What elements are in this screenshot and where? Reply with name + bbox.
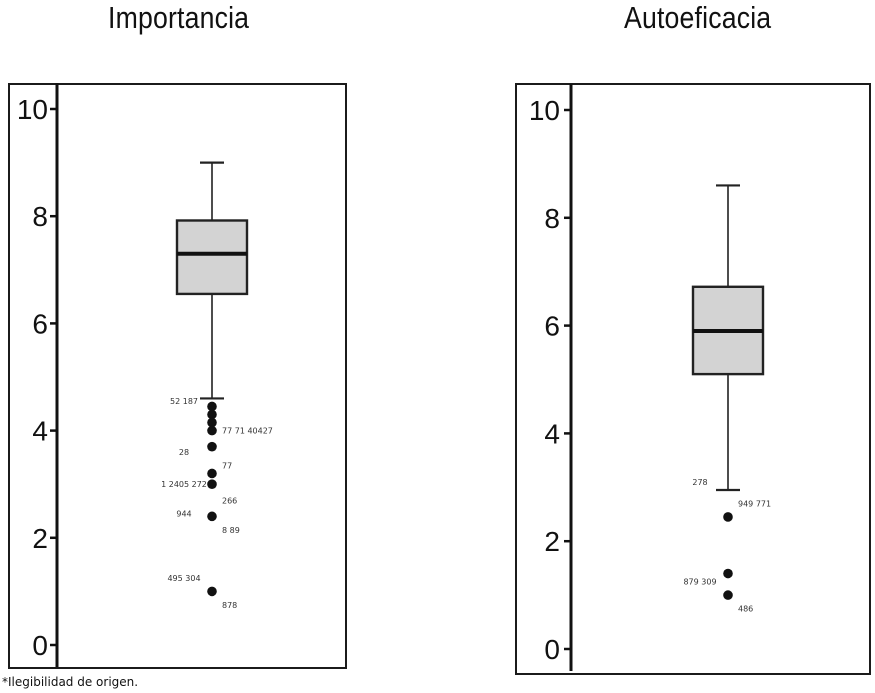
outlier-label-importancia: 495 304 bbox=[167, 574, 200, 583]
outlier-point-importancia bbox=[207, 586, 217, 597]
footnote: *Ilegibilidad de origen. bbox=[2, 675, 139, 689]
outlier-label-importancia: 944 bbox=[176, 510, 191, 519]
outlier-label-autoeficacia: 486 bbox=[738, 605, 753, 614]
y-tick-label-importancia: 10 bbox=[17, 94, 48, 125]
y-tick-label-autoeficacia: 6 bbox=[544, 311, 560, 342]
y-tick-label-autoeficacia: 10 bbox=[529, 95, 560, 126]
outlier-point-importancia bbox=[207, 401, 217, 412]
outlier-point-importancia bbox=[207, 468, 217, 479]
y-tick-label-autoeficacia: 0 bbox=[544, 634, 560, 665]
y-tick-label-importancia: 4 bbox=[32, 416, 48, 447]
chart-title-autoeficacia: Autoeficacia bbox=[624, 0, 772, 35]
y-tick-label-importancia: 8 bbox=[32, 201, 48, 232]
y-tick-label-importancia: 0 bbox=[32, 630, 48, 661]
outlier-label-importancia: 8 89 bbox=[222, 526, 240, 535]
outlier-point-importancia bbox=[207, 425, 217, 436]
plot-frame-autoeficacia bbox=[515, 83, 871, 675]
y-tick-label-autoeficacia: 2 bbox=[544, 526, 560, 557]
y-tick-label-importancia: 2 bbox=[32, 523, 48, 554]
outlier-label-autoeficacia: 949 771 bbox=[738, 499, 771, 508]
outlier-point-importancia bbox=[207, 511, 217, 522]
outlier-point-importancia bbox=[207, 409, 217, 420]
outlier-label-autoeficacia: 879 309 bbox=[683, 578, 716, 587]
outlier-label-importancia: 77 71 40427 bbox=[222, 427, 273, 436]
plot-frame-importancia bbox=[8, 83, 347, 669]
outlier-point-importancia bbox=[207, 417, 217, 428]
outlier-point-importancia bbox=[207, 441, 217, 452]
outlier-label-importancia: 52 187 bbox=[170, 397, 198, 406]
outlier-point-autoeficacia bbox=[723, 512, 733, 522]
outlier-point-autoeficacia bbox=[723, 568, 733, 579]
iqr-box-importancia bbox=[175, 219, 249, 296]
chart-title-importancia: Importancia bbox=[108, 0, 250, 35]
outlier-label-importancia: 878 bbox=[222, 601, 237, 610]
outlier-label-importancia: 1 2405 272 bbox=[161, 480, 207, 489]
y-tick-label-autoeficacia: 8 bbox=[544, 203, 560, 234]
y-tick-label-importancia: 6 bbox=[32, 308, 48, 339]
outlier-label-importancia: 28 bbox=[179, 448, 189, 457]
outlier-point-autoeficacia bbox=[723, 590, 733, 600]
outlier-label-importancia: 77 bbox=[222, 461, 232, 470]
outlier-point-importancia bbox=[207, 479, 217, 490]
y-tick-label-autoeficacia: 4 bbox=[544, 418, 560, 449]
outlier-label-importancia: 266 bbox=[222, 496, 237, 505]
outlier-label-autoeficacia: 278 bbox=[692, 478, 707, 487]
